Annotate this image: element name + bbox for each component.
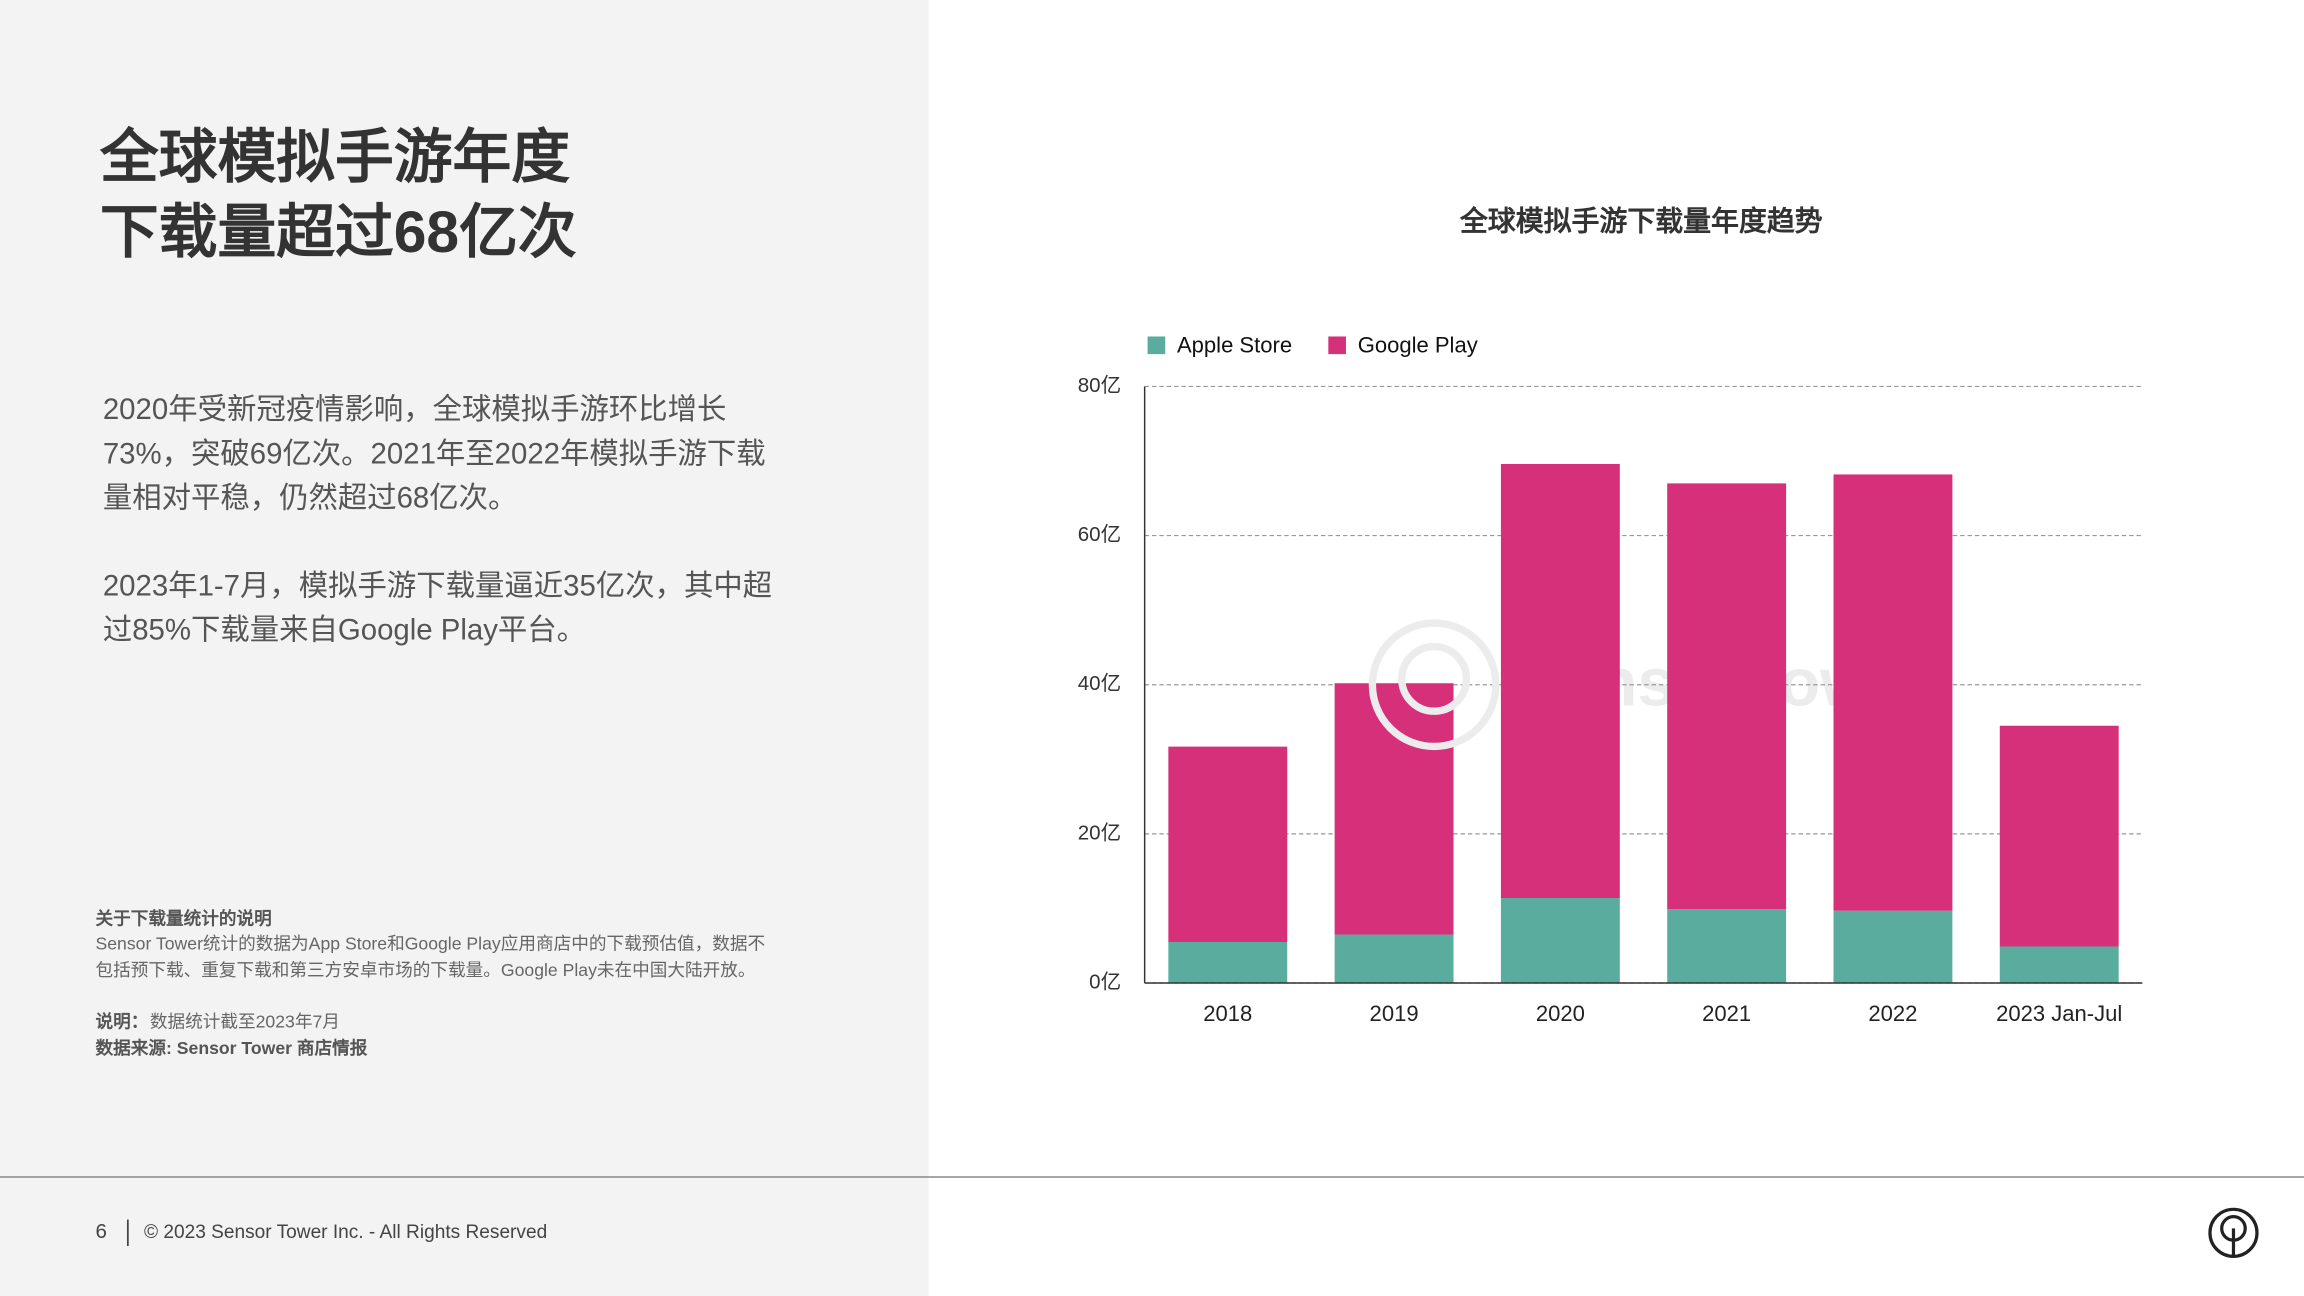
y-tick-label: 20亿 xyxy=(1078,821,1121,844)
y-tick-label: 40亿 xyxy=(1078,672,1121,695)
x-tick-label: 2021 xyxy=(1702,1001,1751,1026)
bar-segment xyxy=(1334,934,1454,984)
bar-segment xyxy=(1500,464,1620,899)
y-tick-label: 80亿 xyxy=(1078,374,1121,397)
bar-segment xyxy=(1500,898,1620,984)
bar-segment xyxy=(1999,725,2119,947)
legend-swatch xyxy=(1328,336,1346,355)
legend-swatch xyxy=(1147,336,1166,355)
headline: 全球模拟手游年度 xyxy=(99,125,570,190)
body-text: 过85%下载量来自Google Play平台。 xyxy=(103,614,586,647)
bar-segment xyxy=(1168,746,1288,943)
source: 数据来源: Sensor Tower 商店情报 xyxy=(96,1037,368,1058)
bar-segment xyxy=(1999,946,2119,984)
content: SensorTower全球模拟手游年度下载量超过68亿次2020年受新冠疫情影响… xyxy=(96,125,2143,1243)
bar-segment xyxy=(1168,942,1288,984)
legend-label: Apple Store xyxy=(1177,333,1292,358)
x-tick-label: 2023 Jan-Jul xyxy=(1996,1001,2122,1026)
bar-segment xyxy=(1833,910,1953,984)
body-text: 2020年受新冠疫情影响，全球模拟手游环比增长 xyxy=(103,393,726,426)
bar-segment xyxy=(1334,683,1454,935)
page-number: 6 xyxy=(96,1220,107,1243)
x-tick-label: 2019 xyxy=(1370,1001,1419,1026)
chart-title: 全球模拟手游下载量年度趋势 xyxy=(1459,205,1823,237)
bar-segment xyxy=(1833,474,1953,911)
y-tick-label: 0亿 xyxy=(1089,970,1121,993)
remark-label: 说明： xyxy=(96,1010,149,1031)
note-title: 关于下载量统计的说明 xyxy=(96,907,272,928)
bar-segment xyxy=(1667,483,1787,910)
note-text: Sensor Tower统计的数据为App Store和Google Play应… xyxy=(96,933,766,953)
headline: 下载量超过68亿次 xyxy=(100,200,577,265)
body-text: 73%，突破69亿次。2021年至2022年模拟手游下载 xyxy=(103,437,766,470)
note-text: 包括预下载、重复下载和第三方安卓市场的下载量。Google Play未在中国大陆… xyxy=(96,960,756,980)
copyright: © 2023 Sensor Tower Inc. - All Rights Re… xyxy=(144,1222,547,1243)
x-tick-label: 2020 xyxy=(1536,1001,1585,1026)
bar-segment xyxy=(1667,909,1787,984)
watermark-logo xyxy=(1368,619,1500,751)
body-text: 2023年1-7月，模拟手游下载量逼近35亿次，其中超 xyxy=(103,570,772,603)
x-tick-label: 2022 xyxy=(1868,1001,1917,1026)
body-text: 量相对平稳，仍然超过68亿次。 xyxy=(103,481,518,514)
x-tick-label: 2018 xyxy=(1203,1001,1252,1026)
y-tick-label: 60亿 xyxy=(1078,523,1121,546)
legend-label: Google Play xyxy=(1358,333,1478,358)
left-panel xyxy=(0,0,929,1177)
remark-text: 数据统计截至2023年7月 xyxy=(150,1011,340,1031)
logo xyxy=(2208,1207,2259,1258)
footer-left-panel xyxy=(0,1176,929,1296)
